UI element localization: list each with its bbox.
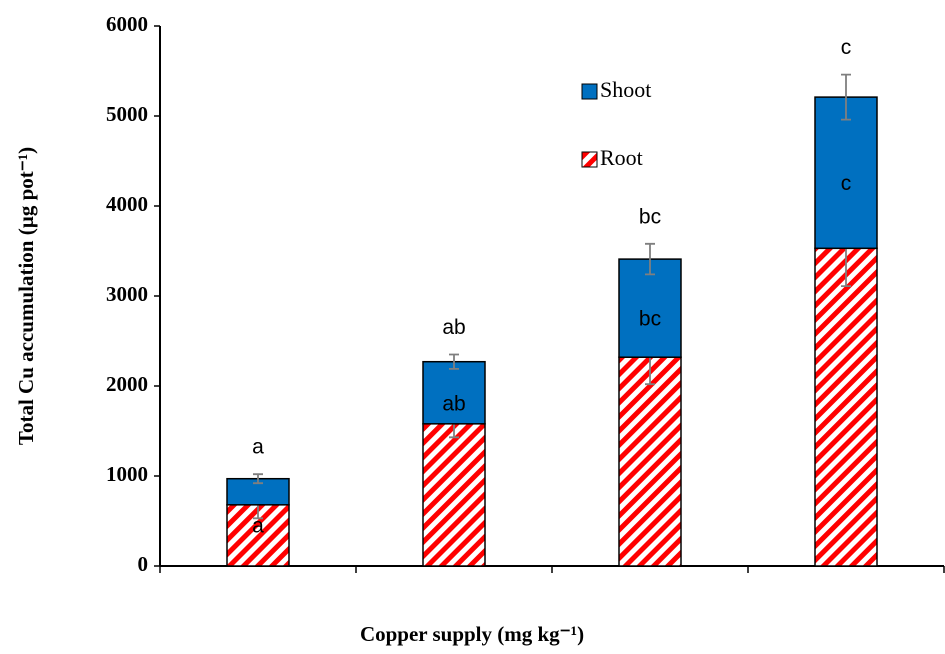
letter-label: a (252, 514, 264, 537)
y-tick-label: 3000 (106, 282, 148, 306)
letter-label: c (841, 36, 852, 59)
letter-label: c (841, 172, 852, 195)
bar-segment (814, 247, 878, 567)
error-bar (449, 353, 459, 370)
bar-segment (618, 258, 682, 358)
legend-swatch (581, 83, 598, 100)
y-tick-label: 5000 (106, 102, 148, 126)
bar-segment (422, 360, 486, 425)
error-bar (841, 73, 851, 121)
letter-label: a (252, 436, 264, 459)
legend-swatch (581, 151, 598, 168)
y-axis-label: Total Cu accumulation (µg pot⁻¹) (14, 147, 38, 445)
y-tick-label: 1000 (106, 462, 148, 486)
error-bar (253, 473, 263, 485)
y-tick-label: 0 (138, 552, 149, 576)
legend-label: Root (600, 145, 643, 170)
letter-label: ab (442, 316, 465, 339)
letter-label: bc (639, 308, 661, 331)
error-bar (645, 242, 655, 276)
letter-label: ab (442, 392, 465, 415)
bar-segment (422, 423, 486, 567)
legend-label: Shoot (600, 77, 651, 102)
y-tick-label: 4000 (106, 192, 148, 216)
bar-segment (618, 356, 682, 567)
letter-label: bc (639, 205, 661, 228)
x-axis-label: Copper supply (mg kg⁻¹) (360, 622, 584, 646)
y-tick-label: 2000 (106, 372, 148, 396)
y-tick-label: 6000 (106, 12, 148, 36)
bar-segment (226, 504, 290, 567)
